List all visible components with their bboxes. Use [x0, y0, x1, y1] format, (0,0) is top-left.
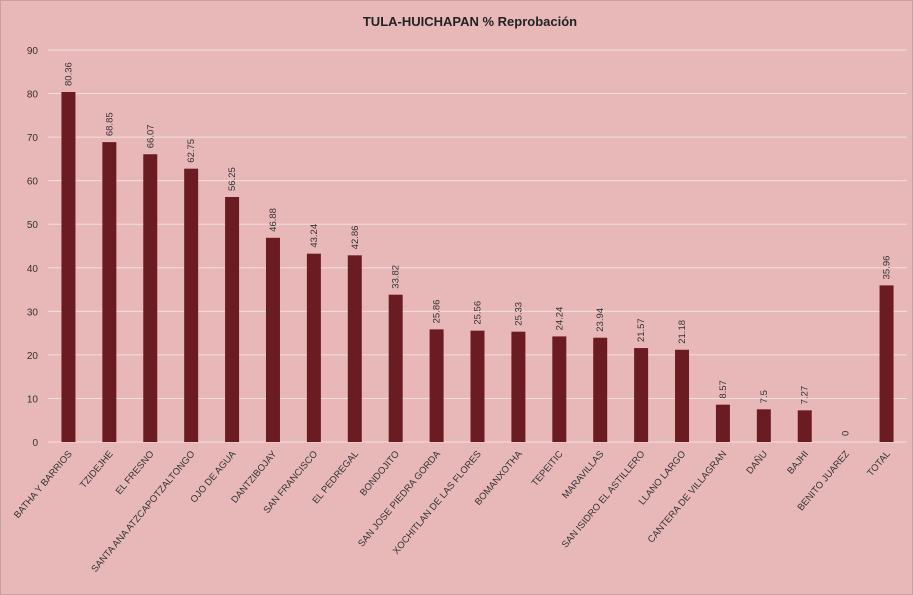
value-label: 8.57: [718, 380, 729, 399]
value-label: 7.5: [759, 390, 770, 403]
value-label: 23.94: [595, 308, 606, 332]
bar: [552, 336, 567, 442]
value-label: 62.75: [186, 139, 197, 163]
bar: [143, 154, 158, 442]
y-tick-label: 0: [32, 438, 38, 449]
value-label: 68.85: [104, 112, 115, 136]
value-label: 21.57: [636, 318, 647, 342]
bar: [879, 285, 894, 442]
bar: [675, 349, 690, 442]
bar: [715, 404, 730, 442]
bar: [102, 142, 117, 442]
y-tick-label: 80: [27, 90, 39, 101]
bar: [756, 409, 771, 442]
value-label: 56.25: [227, 167, 238, 191]
bar: [429, 329, 444, 442]
bar: [225, 197, 240, 442]
value-label: 25.86: [432, 300, 443, 324]
value-label: 24.24: [554, 307, 565, 331]
y-tick-label: 10: [27, 394, 39, 405]
y-tick-label: 70: [27, 133, 39, 144]
value-label: 66.07: [145, 124, 156, 148]
bar: [634, 348, 649, 442]
value-label: 21.18: [677, 320, 688, 344]
value-label: 35.96: [882, 256, 893, 280]
value-label: 46.88: [268, 208, 279, 232]
bar: [306, 253, 321, 442]
value-label: 0: [841, 431, 852, 436]
y-tick-label: 50: [27, 220, 39, 231]
bar: [347, 255, 362, 442]
value-label: 25.33: [513, 302, 524, 326]
y-tick-label: 30: [27, 307, 39, 318]
bar: [265, 237, 280, 442]
y-tick-label: 20: [27, 351, 39, 362]
bar: [797, 410, 812, 442]
y-tick-label: 60: [27, 177, 39, 188]
bar: [593, 337, 608, 442]
y-tick-label: 90: [27, 46, 39, 57]
bar: [184, 168, 199, 442]
chart-title: TULA-HUICHAPAN % Reprobación: [363, 14, 577, 29]
value-label: 7.27: [800, 386, 811, 405]
bar: [61, 91, 76, 443]
bar: [388, 294, 403, 442]
value-label: 42.86: [350, 226, 361, 250]
value-label: 80.36: [63, 62, 74, 86]
value-label: 25.56: [473, 301, 484, 325]
bar: [511, 331, 526, 442]
bar: [470, 330, 485, 442]
y-tick-label: 40: [27, 264, 39, 275]
value-label: 43.24: [309, 224, 320, 248]
value-label: 33.82: [391, 265, 402, 289]
